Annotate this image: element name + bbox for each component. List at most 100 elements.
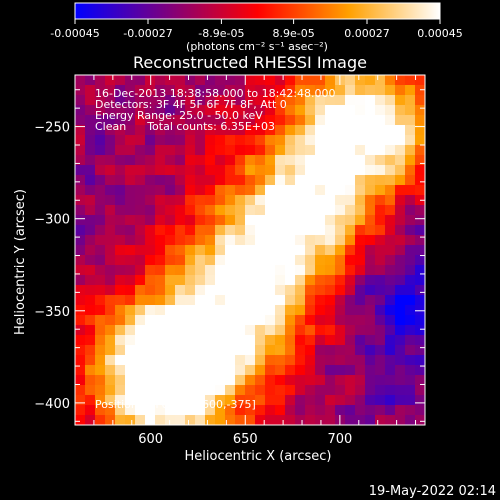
heatmap-cell (255, 75, 266, 86)
heatmap-cell (275, 85, 286, 96)
heatmap-cell (165, 305, 176, 316)
heatmap-cell (85, 155, 96, 166)
heatmap-cell (265, 345, 276, 356)
heatmap-cell (355, 195, 366, 206)
heatmap-cell (135, 185, 146, 196)
heatmap-cell (315, 285, 326, 296)
heatmap-cell (155, 275, 166, 286)
heatmap-cell (215, 175, 226, 186)
heatmap-cell (265, 115, 276, 126)
heatmap-cell (185, 155, 196, 166)
heatmap-cell (295, 135, 306, 146)
heatmap-cell (235, 235, 246, 246)
heatmap-cell (335, 155, 346, 166)
heatmap-cell (225, 85, 236, 96)
heatmap-cell (85, 135, 96, 146)
heatmap-cell (115, 205, 126, 216)
heatmap-cell (135, 105, 146, 116)
heatmap-cell (225, 245, 236, 256)
heatmap-cell (315, 225, 326, 236)
heatmap-cell (75, 375, 86, 386)
heatmap-cell (75, 235, 86, 246)
heatmap-cell (205, 95, 216, 106)
heatmap-cell (155, 75, 166, 86)
heatmap-cell (375, 75, 386, 86)
heatmap-cell (175, 375, 186, 386)
heatmap-cell (415, 335, 425, 346)
heatmap-cell (95, 415, 106, 425)
heatmap-cell (285, 345, 296, 356)
heatmap-cell (415, 155, 425, 166)
heatmap-cell (245, 385, 256, 396)
heatmap-cell (165, 75, 176, 86)
heatmap-cell (415, 275, 425, 286)
heatmap-cell (125, 325, 136, 336)
heatmap-cell (285, 115, 296, 126)
heatmap-cell (255, 255, 266, 266)
heatmap-cell (145, 145, 156, 156)
heatmap-cell (385, 75, 396, 86)
heatmap-cell (255, 145, 266, 156)
heatmap-cell (225, 175, 236, 186)
annotation-clean-counts: Clean Total counts: 6.35E+03 (95, 120, 275, 133)
heatmap-cell (195, 365, 206, 376)
heatmap-cell (225, 115, 236, 126)
heatmap-cell (205, 275, 216, 286)
heatmap-cell (95, 395, 106, 406)
heatmap-cell (265, 205, 276, 216)
heatmap-cell (285, 185, 296, 196)
heatmap-cell (415, 235, 425, 246)
heatmap-cell (395, 85, 406, 96)
heatmap-cell (235, 385, 246, 396)
heatmap-cell (135, 295, 146, 306)
heatmap-cell (305, 315, 316, 326)
heatmap-cell (395, 285, 406, 296)
heatmap-cell (325, 245, 336, 256)
heatmap-cell (385, 415, 396, 425)
heatmap-cell (125, 375, 136, 386)
heatmap-cell (325, 145, 336, 156)
heatmap-cell (175, 105, 186, 116)
heatmap-cell (125, 145, 136, 156)
heatmap-cell (295, 125, 306, 136)
heatmap-cell (335, 125, 346, 136)
heatmap-cell (395, 105, 406, 116)
heatmap-cell (75, 105, 86, 116)
heatmap-cell (335, 355, 346, 366)
heatmap-cell (315, 175, 326, 186)
heatmap-cell (185, 115, 196, 126)
heatmap-cell (85, 335, 96, 346)
heatmap-cell (195, 205, 206, 216)
heatmap-cell (285, 405, 296, 416)
heatmap-cell (275, 115, 286, 126)
heatmap-cell (145, 125, 156, 136)
heatmap-cell (355, 175, 366, 186)
heatmap-cell (115, 345, 126, 356)
heatmap-cell (175, 265, 186, 276)
heatmap-cell (295, 85, 306, 96)
heatmap-cell (175, 125, 186, 136)
heatmap-cell (355, 115, 366, 126)
heatmap-cell (285, 415, 296, 425)
heatmap-cell (225, 415, 236, 425)
heatmap-cell (365, 365, 376, 376)
heatmap-cell (165, 155, 176, 166)
heatmap-cell (215, 205, 226, 216)
heatmap-cell (295, 285, 306, 296)
heatmap-cell (225, 145, 236, 156)
heatmap-cell (205, 375, 216, 386)
heatmap-cell (125, 225, 136, 236)
heatmap-cell (245, 325, 256, 336)
heatmap-cell (195, 415, 206, 425)
heatmap-cell (185, 185, 196, 196)
heatmap-cell (85, 365, 96, 376)
heatmap-cell (175, 385, 186, 396)
heatmap-cell (215, 165, 226, 176)
heatmap-cell (145, 395, 156, 406)
heatmap-cell (285, 75, 296, 86)
heatmap-cell (385, 285, 396, 296)
heatmap-cell (315, 325, 326, 336)
heatmap-cell (295, 385, 306, 396)
heatmap-cell (125, 355, 136, 366)
heatmap-cell (115, 325, 126, 336)
